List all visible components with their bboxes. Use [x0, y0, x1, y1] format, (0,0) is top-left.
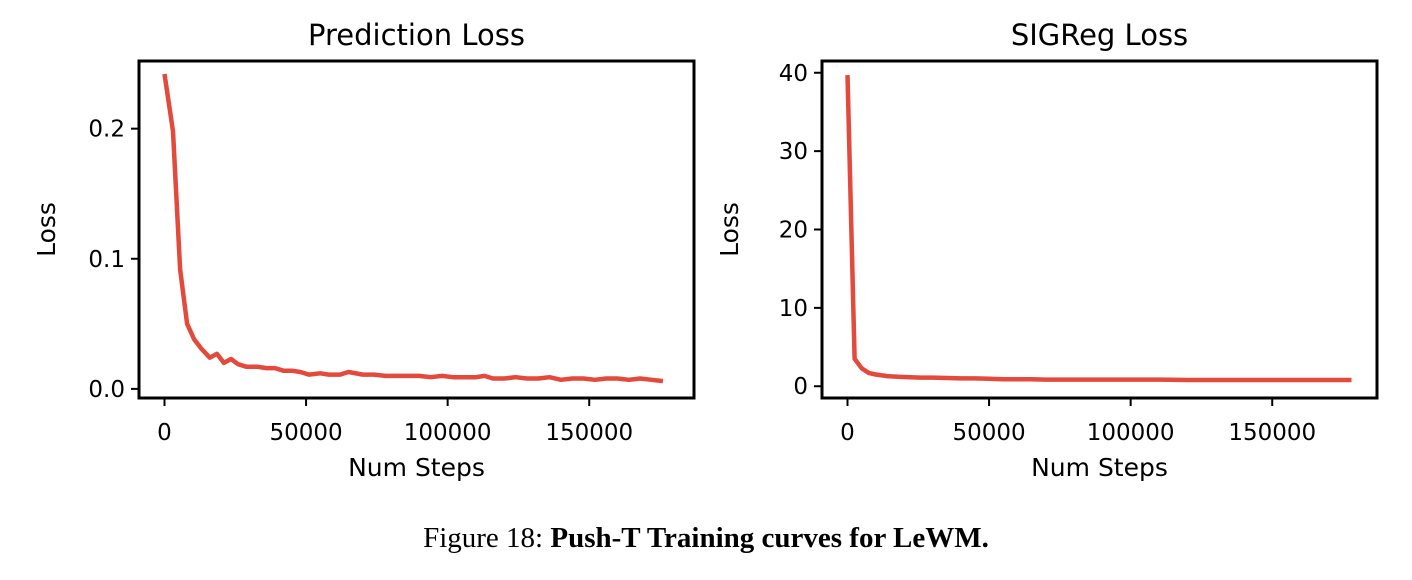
y-tick-label: 40 — [779, 61, 808, 87]
x-tick-label: 0 — [157, 420, 172, 446]
x-axis-label: Num Steps — [1031, 453, 1168, 482]
x-tick-label: 150000 — [545, 420, 633, 446]
x-tick-label: 150000 — [1228, 420, 1316, 446]
y-axis-label: Loss — [32, 202, 61, 257]
x-tick-label: 50000 — [952, 420, 1025, 446]
y-tick-label: 0 — [793, 374, 808, 400]
chart-title: SIGReg Loss — [1011, 18, 1188, 52]
x-axis-label: Num Steps — [348, 453, 485, 482]
plot-frame — [137, 59, 696, 400]
plot-frame — [820, 59, 1379, 400]
caption-prefix: Figure 18: — [423, 522, 551, 554]
x-tick-label: 100000 — [404, 420, 492, 446]
chart-panel-1: 0 50000 100000 150000 0.0 0.1 0.2 Prediction Lo… — [32, 18, 696, 482]
y-tick-label: 0.1 — [88, 247, 125, 273]
series-line-1 — [845, 75, 1352, 383]
series-line-1 — [162, 73, 664, 384]
y-tick-label: 10 — [779, 296, 808, 322]
caption-title: Push-T Training curves for LeWM. — [550, 522, 989, 554]
y-tick-label: 30 — [779, 139, 808, 165]
x-tick-label: 100000 — [1087, 420, 1175, 446]
chart-panel-2: 0 50000 100000 150000 0 10 20 30 40 SIGReg Loss Nu… — [715, 18, 1379, 482]
figure-caption: Figure 18: Push-T Training curves for Le… — [0, 522, 1412, 555]
charts-canvas: 0 50000 100000 150000 0.0 0.1 0.2 Prediction Lo… — [32, 18, 1379, 482]
y-tick-label: 0.0 — [88, 377, 125, 403]
y-axis-label: Loss — [715, 202, 744, 257]
x-tick-label: 50000 — [269, 420, 342, 446]
y-tick-label: 0.2 — [88, 117, 125, 143]
chart-title: Prediction Loss — [308, 18, 525, 52]
x-tick-label: 0 — [840, 420, 855, 446]
y-tick-label: 20 — [779, 218, 808, 244]
